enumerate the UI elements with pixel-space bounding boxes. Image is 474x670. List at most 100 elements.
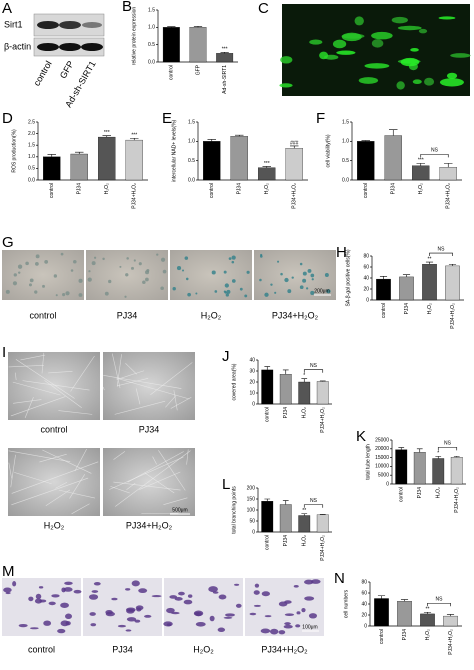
y-tick-label: 80 <box>361 579 367 585</box>
error-bar <box>423 611 432 614</box>
error-bar <box>425 261 434 265</box>
tube <box>24 397 34 418</box>
cell <box>145 270 150 275</box>
cell <box>260 253 263 257</box>
cell <box>91 261 96 266</box>
tube <box>58 489 95 499</box>
bar <box>43 156 61 181</box>
tube <box>125 363 137 375</box>
bar <box>70 153 88 181</box>
cell <box>160 257 166 262</box>
cell <box>102 257 105 261</box>
y-tick-label: 20 <box>363 286 369 292</box>
y-tick-label: 15000 <box>375 455 389 461</box>
significance: *** <box>264 161 270 167</box>
cell <box>144 614 152 618</box>
y-tick-label: 80 <box>363 253 369 259</box>
x-tick-label: control <box>49 183 55 198</box>
cell <box>209 615 215 622</box>
bar <box>298 381 311 405</box>
significance: ** <box>428 256 432 262</box>
bar <box>279 504 292 533</box>
image-label: control <box>28 644 55 654</box>
cell <box>43 620 52 626</box>
blot-band <box>59 21 81 29</box>
bracket-label: NS <box>431 148 439 154</box>
tube <box>173 390 178 411</box>
cell <box>89 612 96 616</box>
bracket <box>303 369 324 373</box>
x-tick-label: H₂O₂ <box>104 183 110 194</box>
tube <box>11 477 89 506</box>
cell <box>224 291 227 294</box>
cell <box>185 277 189 281</box>
bar <box>230 136 248 181</box>
tube <box>165 395 177 408</box>
tube <box>113 451 126 460</box>
significance: *** <box>222 47 228 53</box>
cell <box>126 257 129 260</box>
tube <box>111 353 121 389</box>
bar <box>413 452 426 485</box>
cell <box>291 276 294 279</box>
tube <box>70 355 95 392</box>
cell <box>35 254 40 259</box>
x-tick-label: control <box>265 407 271 422</box>
cell <box>446 72 458 79</box>
tube <box>8 450 71 462</box>
cell <box>93 582 101 586</box>
y-tick-label: 200 <box>247 485 256 491</box>
cell <box>223 270 227 274</box>
bar <box>285 148 303 181</box>
y-tick-label: 2.0 <box>28 131 35 137</box>
x-tick-label: PJ34+H₂O₂ <box>320 535 326 561</box>
cell <box>142 280 146 285</box>
cell <box>270 283 273 286</box>
tube <box>42 449 92 474</box>
cell <box>319 51 329 60</box>
micrograph <box>164 578 243 636</box>
cell <box>358 77 379 84</box>
error-bar <box>446 614 455 617</box>
image-label: PJ34+H₂O₂ <box>272 310 319 320</box>
scale-label: 500μm <box>172 507 187 513</box>
cell <box>131 580 140 587</box>
cell <box>260 628 271 634</box>
blot-band <box>82 22 102 28</box>
cell <box>91 590 99 593</box>
cell <box>234 583 240 586</box>
panel-letter: F <box>316 110 325 127</box>
significance: ** <box>426 607 430 613</box>
tube <box>10 396 66 417</box>
tube <box>170 397 192 409</box>
cell <box>28 596 34 602</box>
cell <box>65 291 70 296</box>
tube <box>152 456 157 465</box>
bar <box>357 141 375 181</box>
cell <box>274 291 277 294</box>
cell <box>310 290 315 295</box>
cell <box>308 613 318 619</box>
error-bar <box>262 166 272 168</box>
cell <box>235 603 242 608</box>
error-bar <box>282 500 289 505</box>
bar <box>203 141 221 181</box>
cell <box>78 278 83 283</box>
y-tick-label: 0.0 <box>28 177 35 183</box>
cell <box>410 48 419 52</box>
cell <box>269 628 279 635</box>
significance: *** <box>131 133 137 139</box>
error-bar <box>435 456 442 459</box>
error-bar <box>453 456 460 458</box>
y-tick-label: 25000 <box>375 437 389 443</box>
bracket <box>429 252 453 257</box>
cell <box>239 287 243 291</box>
y-tick-label: 40 <box>363 275 369 281</box>
micrograph <box>254 250 336 300</box>
cell <box>156 253 159 256</box>
cell <box>104 291 109 296</box>
cell <box>126 617 137 622</box>
y-tick-label: 0 <box>366 297 369 303</box>
cell <box>194 612 199 616</box>
cell <box>133 259 136 262</box>
